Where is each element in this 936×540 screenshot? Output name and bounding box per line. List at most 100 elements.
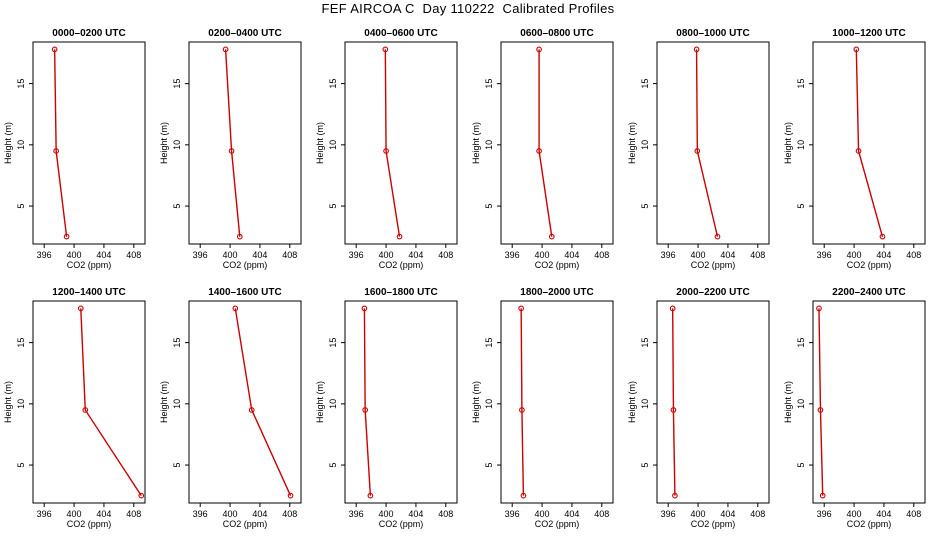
x-axis-label: CO2 (ppm) xyxy=(847,519,892,529)
profile-line xyxy=(53,49,68,237)
data-point xyxy=(53,148,59,154)
panel-title: 2000–2200 UTC xyxy=(676,287,749,298)
panel: 1200–1400 UTC 396 400 404 408 CO2 (ppm) 5 10 15 H… xyxy=(3,287,146,529)
profile-line xyxy=(234,308,292,496)
data-point xyxy=(714,233,721,240)
profile-line xyxy=(855,49,884,237)
y-tick-label: 10 xyxy=(640,140,650,150)
data-point xyxy=(518,305,525,312)
x-tick-label: 408 xyxy=(438,509,453,519)
x-tick-label: 400 xyxy=(67,509,82,519)
x-tick-label: 408 xyxy=(750,509,765,519)
y-tick-label: 5 xyxy=(640,204,650,209)
x-tick-label: 408 xyxy=(282,509,297,519)
x-tick-label: 400 xyxy=(379,250,394,260)
y-axis-label: Height (m) xyxy=(783,381,793,423)
y-axis-label: Height (m) xyxy=(627,122,637,164)
x-tick-label: 408 xyxy=(906,509,921,519)
y-axis-label: Height (m) xyxy=(315,381,325,423)
x-axis-label: CO2 (ppm) xyxy=(223,519,268,529)
panel-title: 1400–1600 UTC xyxy=(208,287,281,298)
y-tick-label: 10 xyxy=(172,140,182,150)
x-tick-label: 400 xyxy=(67,250,82,260)
panel: 0000–0200 UTC 396 400 404 408 CO2 (ppm) 5 10 15 H… xyxy=(3,28,146,270)
x-axis-label: CO2 (ppm) xyxy=(67,260,112,270)
x-tick-label: 408 xyxy=(750,250,765,260)
panel: 0600–0800 UTC 396 400 404 408 CO2 (ppm) 5 10 15 H… xyxy=(471,28,614,270)
panel: 2200–2400 UTC 396 400 404 408 CO2 (ppm) 5 10 15 H… xyxy=(783,287,926,529)
x-tick-label: 408 xyxy=(126,509,141,519)
x-tick-label: 396 xyxy=(817,250,832,260)
data-point xyxy=(236,233,243,240)
y-tick-label: 15 xyxy=(484,338,494,348)
x-tick-label: 404 xyxy=(408,250,423,260)
x-tick-label: 400 xyxy=(223,250,238,260)
y-tick-label: 15 xyxy=(640,79,650,89)
data-point xyxy=(77,305,84,312)
data-point xyxy=(383,148,389,154)
profile-line xyxy=(224,49,241,237)
data-point xyxy=(855,148,862,154)
y-axis-label: Height (m) xyxy=(471,122,481,164)
x-tick-label: 408 xyxy=(594,509,609,519)
profile-line xyxy=(538,49,553,237)
panel-title: 0200–0400 UTC xyxy=(208,28,281,39)
plot-frame xyxy=(344,41,458,245)
x-tick-label: 404 xyxy=(564,250,579,260)
plot-frame xyxy=(812,300,926,504)
y-tick-label: 5 xyxy=(172,463,182,468)
x-axis-label: CO2 (ppm) xyxy=(223,260,268,270)
plot-frame xyxy=(188,300,302,504)
data-point xyxy=(138,492,145,499)
x-tick-label: 396 xyxy=(349,509,364,519)
y-tick-label: 10 xyxy=(328,399,338,409)
x-tick-label: 396 xyxy=(505,250,520,260)
x-tick-label: 408 xyxy=(126,250,141,260)
profile-line xyxy=(695,49,719,237)
x-tick-label: 404 xyxy=(252,509,267,519)
x-tick-label: 396 xyxy=(661,509,676,519)
data-point xyxy=(817,407,824,413)
panel: 0800–1000 UTC 396 400 404 408 CO2 (ppm) 5 10 15 H… xyxy=(627,28,770,270)
y-tick-label: 5 xyxy=(796,463,806,468)
data-point xyxy=(63,233,70,240)
y-tick-label: 15 xyxy=(172,79,182,89)
x-tick-label: 404 xyxy=(96,509,111,519)
profile-line xyxy=(384,49,401,237)
y-tick-label: 15 xyxy=(16,338,26,348)
x-tick-label: 396 xyxy=(37,509,52,519)
y-axis-label: Height (m) xyxy=(627,381,637,423)
y-tick-label: 15 xyxy=(172,338,182,348)
data-point xyxy=(228,148,235,154)
plot-frame xyxy=(32,300,146,504)
profile-line xyxy=(80,308,142,497)
panel: 1400–1600 UTC 396 400 404 408 CO2 (ppm) 5 10 15 H… xyxy=(159,287,302,529)
x-tick-label: 400 xyxy=(379,509,394,519)
data-point xyxy=(670,407,677,413)
data-point xyxy=(694,148,701,154)
data-point xyxy=(669,305,676,312)
y-tick-label: 5 xyxy=(796,204,806,209)
y-axis-label: Height (m) xyxy=(783,122,793,164)
x-tick-label: 396 xyxy=(37,250,52,260)
data-point xyxy=(816,305,822,312)
x-tick-label: 396 xyxy=(661,250,676,260)
y-tick-label: 5 xyxy=(328,204,338,209)
data-point xyxy=(396,233,403,240)
x-tick-label: 400 xyxy=(223,509,238,519)
y-tick-label: 10 xyxy=(484,140,494,150)
data-point xyxy=(693,46,700,53)
x-tick-label: 396 xyxy=(349,250,364,260)
y-tick-label: 10 xyxy=(328,140,338,150)
x-tick-label: 396 xyxy=(193,250,208,260)
y-tick-label: 5 xyxy=(16,463,26,468)
x-tick-label: 400 xyxy=(847,509,862,519)
data-point xyxy=(82,407,89,413)
data-point xyxy=(287,492,294,499)
x-tick-label: 396 xyxy=(817,509,832,519)
x-tick-label: 404 xyxy=(252,250,267,260)
panel-title: 0800–1000 UTC xyxy=(676,28,749,39)
x-axis-label: CO2 (ppm) xyxy=(67,519,112,529)
y-tick-label: 15 xyxy=(796,338,806,348)
